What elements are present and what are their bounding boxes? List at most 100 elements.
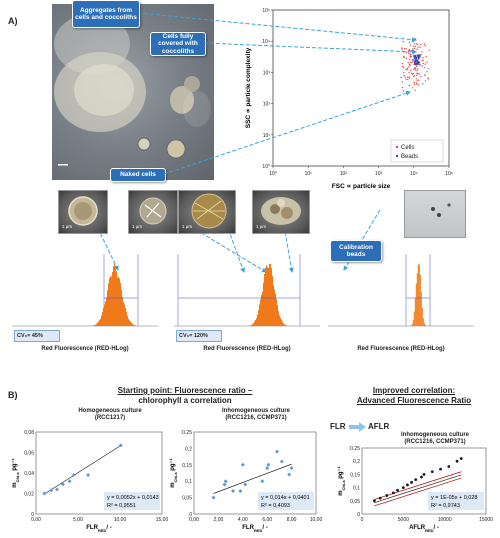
cell-event xyxy=(413,82,416,84)
callout-naked-cells: Naked cells xyxy=(110,168,166,182)
hist-bar xyxy=(105,301,106,326)
x-tick-label: 8,00 xyxy=(287,517,297,523)
hist-bar xyxy=(101,315,102,326)
x-tick-label: 4,00 xyxy=(238,517,248,523)
y-tick-label: 0,02 xyxy=(24,492,34,498)
cell-event xyxy=(407,52,410,55)
confidence-band-upper xyxy=(374,471,462,500)
cell-event xyxy=(410,50,413,52)
hist-bar xyxy=(264,273,265,326)
histogram-1-xlabel: Red Fluorescence (RED-HLog) xyxy=(41,346,129,352)
cv-box-45: CV₀= 45% xyxy=(14,330,60,342)
hist-bar xyxy=(284,324,285,326)
cell-event xyxy=(416,74,418,77)
data-point xyxy=(414,478,418,482)
hist-bar xyxy=(113,266,114,326)
cell-event xyxy=(401,48,403,50)
section-left-title: Starting point: Fluorescence ratio – xyxy=(117,386,253,395)
data-point xyxy=(455,459,459,463)
histogram-beads: Red Fluorescence (RED-HLog) xyxy=(326,246,476,358)
hist-bar xyxy=(118,276,119,326)
r-squared: R² = 0,9743 xyxy=(431,503,460,509)
x-tick-label: 15000 xyxy=(479,517,493,523)
x-axis-label: FLRRED/ - xyxy=(242,525,267,533)
cell-event xyxy=(408,77,411,79)
data-point xyxy=(378,496,382,500)
hist-bar xyxy=(411,323,413,326)
scale-bar-4: 1 µm xyxy=(256,224,267,229)
hist-bar xyxy=(416,273,418,326)
flr-label: FLR xyxy=(330,422,346,431)
cell-event xyxy=(425,56,427,58)
hist-bar xyxy=(131,322,132,326)
cell-event xyxy=(400,76,402,79)
cell-event xyxy=(426,61,428,63)
hist-bar xyxy=(114,264,115,326)
confidence-band-lower xyxy=(374,477,462,507)
hist-bar xyxy=(126,311,127,326)
section-right-subtitle: Advanced Fluorescence Ratio xyxy=(356,396,472,405)
data-point xyxy=(420,475,423,479)
scatter-y-tick: 10⁵ xyxy=(262,8,270,14)
cell-event xyxy=(403,56,405,58)
y-tick-label: 0,2 xyxy=(353,459,360,465)
hist-bar xyxy=(93,325,94,326)
hist-bar xyxy=(109,278,110,326)
data-point xyxy=(266,462,271,467)
x-tick-label: 6,00 xyxy=(262,517,272,523)
thumbnail-aggregate-cell: 1 µm xyxy=(58,190,108,234)
cell-event xyxy=(424,74,426,76)
cell-event xyxy=(408,58,411,60)
hist-bar xyxy=(128,318,129,326)
data-point xyxy=(430,470,434,474)
hist-bar xyxy=(286,325,287,326)
x-tick-label: 0,00 xyxy=(189,517,199,523)
hist-bar xyxy=(108,283,109,326)
hist-bar xyxy=(417,264,419,326)
hist-bar xyxy=(110,276,111,326)
scale-bar-2: 1 µm xyxy=(132,224,143,229)
cell-event xyxy=(406,76,409,78)
hist-bar xyxy=(134,325,135,326)
cell-event xyxy=(407,78,409,81)
cell-event xyxy=(405,57,408,60)
cell-event xyxy=(405,78,407,80)
cell-event xyxy=(416,79,418,82)
bead-event xyxy=(414,55,417,58)
data-point xyxy=(86,473,91,478)
hist-bar xyxy=(94,325,95,326)
panel-a-label: A) xyxy=(8,16,18,26)
trend-equation: y = 1E-05x + 0,028 xyxy=(431,495,477,501)
cell-event xyxy=(414,67,416,69)
hist-bar xyxy=(418,263,420,326)
hist-bar xyxy=(273,285,274,326)
data-point xyxy=(274,449,279,454)
bead-event xyxy=(414,60,417,63)
cell-event xyxy=(415,65,418,68)
y-tick-label: 0,1 xyxy=(353,486,360,492)
hist-bar xyxy=(269,263,270,326)
trend-line xyxy=(213,463,292,494)
hist-bar xyxy=(421,308,423,326)
cell-event xyxy=(415,78,417,80)
cell-event xyxy=(412,59,414,62)
scatter-x-tick: 10² xyxy=(340,171,348,177)
hist-bar xyxy=(112,271,113,326)
bead-event xyxy=(418,54,420,57)
cell-event xyxy=(402,90,405,92)
y-tick-label: 0 xyxy=(357,512,360,518)
scatter-y-tick: 10³ xyxy=(263,70,271,76)
cell-event xyxy=(424,80,427,82)
cell-event xyxy=(426,71,428,73)
hist-bar xyxy=(262,291,263,326)
data-point xyxy=(60,482,65,487)
chart-1-subtitle: (RCC1217) xyxy=(94,415,126,421)
hist-bar xyxy=(274,289,275,326)
cell-event xyxy=(402,86,404,89)
cell-event xyxy=(424,44,426,47)
x-tick-label: 10,00 xyxy=(310,517,323,523)
hist-bar xyxy=(97,322,98,326)
scatter-y-tick: 10⁴ xyxy=(262,39,270,45)
y-tick-label: 0,05 xyxy=(350,499,360,505)
cell-event xyxy=(422,83,424,85)
